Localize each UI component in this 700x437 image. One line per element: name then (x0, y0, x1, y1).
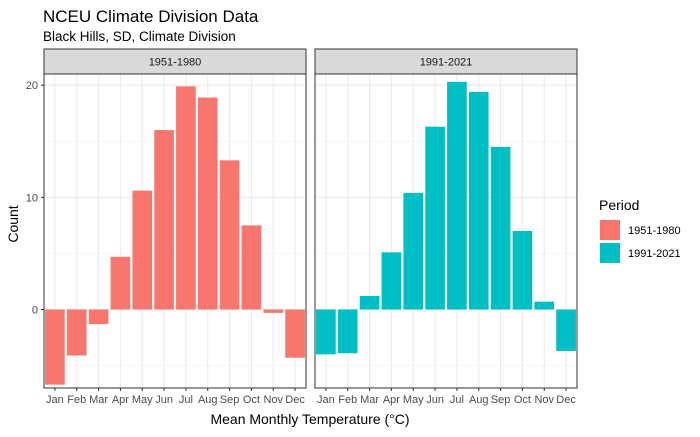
x-tick-label: Mar (360, 394, 379, 406)
legend-key-1991-2021 (600, 243, 620, 263)
facet-strip (314, 48, 578, 75)
x-tick-label: Jul (450, 394, 464, 406)
bar-Feb (337, 309, 358, 354)
bar-Jun (425, 126, 445, 310)
facet-strip-label: 1991-2021 (420, 57, 473, 69)
legend-label: 1991-2021 (628, 248, 681, 260)
facet-strip-label: 1951-1980 (149, 57, 202, 69)
x-tick-label: Oct (243, 394, 260, 406)
x-tick-label: Apr (383, 394, 400, 406)
bar-Apr (381, 252, 402, 310)
x-axis-title: Mean Monthly Temperature (°C) (210, 411, 409, 427)
y-tick-label: 10 (26, 192, 38, 204)
bar-Jan (316, 309, 336, 355)
x-tick-label: Jan (317, 394, 335, 406)
bar-Jul (447, 81, 467, 310)
bar-Oct (512, 231, 533, 310)
bar-Nov (263, 309, 284, 313)
x-tick-label: Oct (514, 394, 531, 406)
x-tick-label: Jun (426, 394, 444, 406)
bar-Sep (219, 160, 240, 310)
x-tick-label: Feb (67, 394, 86, 406)
bar-Feb (66, 309, 87, 356)
bar-Oct (241, 225, 262, 310)
facet-strip (43, 48, 307, 75)
x-tick-label: Aug (469, 394, 489, 406)
y-axis-title: Count (5, 205, 21, 242)
x-tick-label: Aug (198, 394, 218, 406)
x-tick-label: Apr (112, 394, 129, 406)
bar-May (403, 192, 424, 310)
y-tick-label: 0 (32, 305, 38, 317)
x-tick-label: Nov (263, 394, 283, 406)
x-tick-label: Mar (89, 394, 108, 406)
bar-Aug (468, 91, 489, 310)
bar-Sep (490, 146, 511, 310)
panel-background (44, 74, 306, 388)
x-tick-label: May (403, 394, 424, 406)
bar-May (132, 190, 153, 310)
bar-Nov (534, 301, 555, 310)
bar-Dec (556, 309, 576, 351)
bar-Dec (285, 309, 305, 358)
x-tick-label: Dec (556, 394, 576, 406)
legend: Period 1951-1980 1991-2021 (599, 197, 681, 263)
legend-title: Period (599, 197, 639, 213)
x-tick-label: Sep (491, 394, 511, 406)
x-tick-label: Jan (46, 394, 64, 406)
panel-background (315, 74, 577, 388)
x-tick-label: Dec (285, 394, 305, 406)
bar-Aug (197, 97, 218, 310)
bar-Jul (176, 86, 196, 310)
bar-Apr (110, 256, 131, 310)
bar-Jun (154, 130, 174, 310)
legend-key-1951-1980 (600, 220, 620, 240)
chart-subtitle: Black Hills, SD, Climate Division (43, 29, 236, 44)
chart-title: NCEU Climate Division Data (43, 7, 259, 26)
y-tick-label: 20 (26, 80, 38, 92)
legend-label: 1951-1980 (628, 225, 681, 237)
x-tick-label: Nov (534, 394, 554, 406)
x-tick-label: Sep (220, 394, 240, 406)
x-tick-label: Feb (338, 394, 357, 406)
x-tick-label: Jul (179, 394, 193, 406)
panel-1991-2021: 1991-2021 Jan Feb Mar Apr May Jun Jul Aug Sep Oct N… (314, 48, 578, 406)
bar-Mar (359, 296, 380, 310)
panel-1951-1980: 1951-1980 Jan Feb Mar Apr May Jun Jul Aug Sep Oct N… (26, 48, 307, 406)
bar-Jan (45, 309, 65, 385)
x-tick-label: May (132, 394, 153, 406)
x-tick-label: Jun (155, 394, 173, 406)
bar-Mar (88, 309, 109, 325)
